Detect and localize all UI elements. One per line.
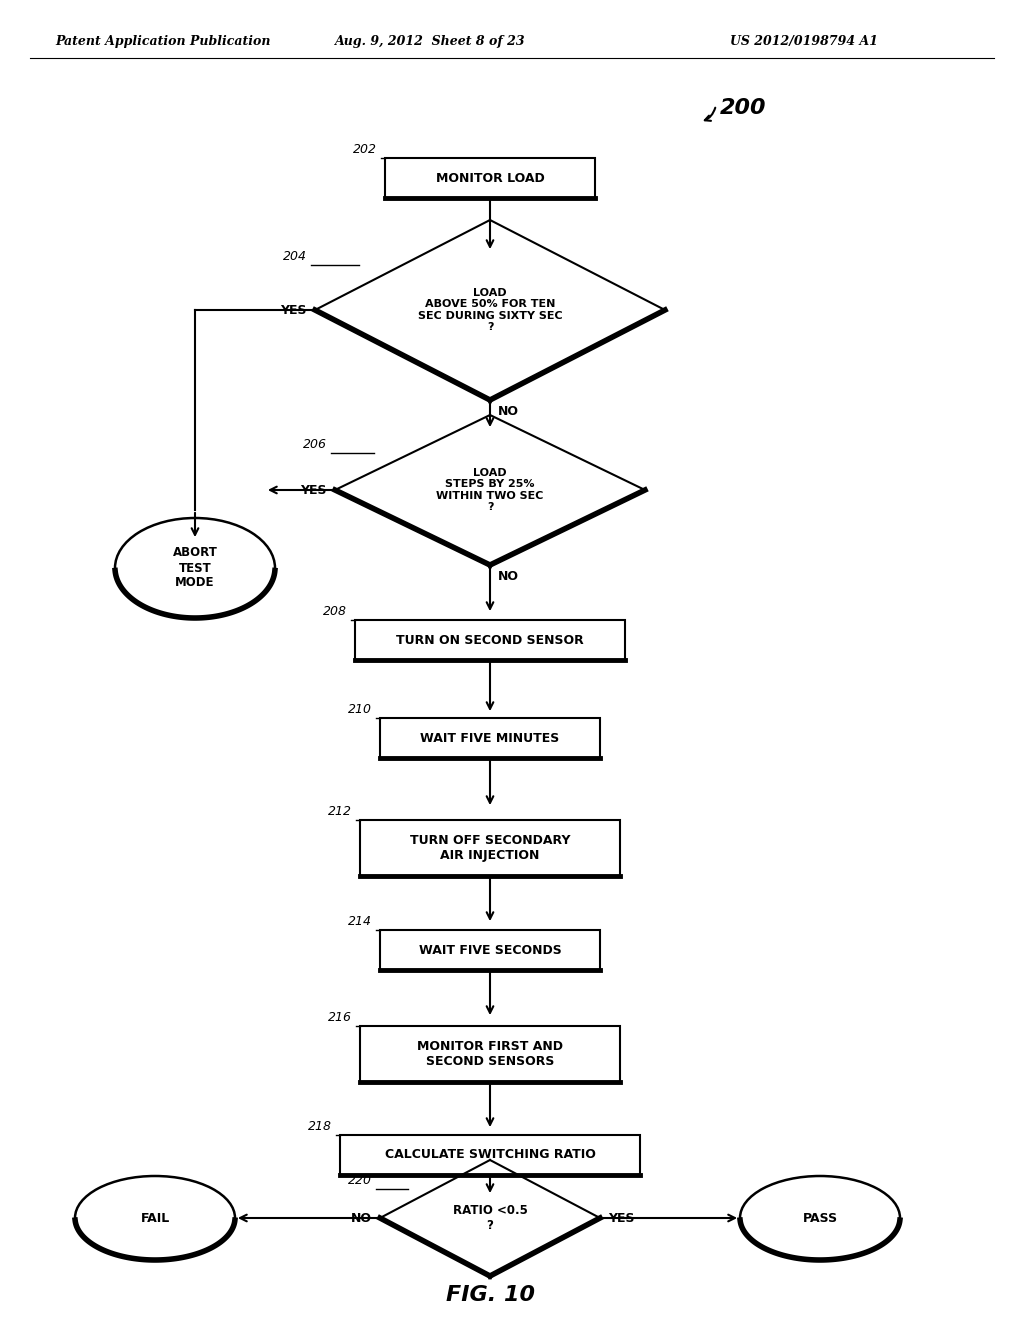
Text: Patent Application Publication: Patent Application Publication xyxy=(55,36,270,49)
Text: ABORT
TEST
MODE: ABORT TEST MODE xyxy=(173,546,217,590)
Text: 204: 204 xyxy=(283,249,307,263)
Text: 208: 208 xyxy=(323,605,347,618)
Bar xyxy=(380,931,600,970)
Bar xyxy=(380,718,600,758)
Text: NO: NO xyxy=(498,570,519,583)
Text: 214: 214 xyxy=(348,915,372,928)
Bar xyxy=(360,820,620,876)
Text: LOAD
STEPS BY 25%
WITHIN TWO SEC
?: LOAD STEPS BY 25% WITHIN TWO SEC ? xyxy=(436,467,544,512)
Text: 216: 216 xyxy=(328,1011,352,1024)
Text: FAIL: FAIL xyxy=(140,1212,170,1225)
Text: 206: 206 xyxy=(303,437,327,450)
Text: 202: 202 xyxy=(353,143,377,156)
Text: 212: 212 xyxy=(328,805,352,818)
Text: Aug. 9, 2012  Sheet 8 of 23: Aug. 9, 2012 Sheet 8 of 23 xyxy=(335,36,525,49)
Text: MONITOR LOAD: MONITOR LOAD xyxy=(435,172,545,185)
Text: 210: 210 xyxy=(348,704,372,715)
Text: TURN OFF SECONDARY
AIR INJECTION: TURN OFF SECONDARY AIR INJECTION xyxy=(410,834,570,862)
Bar xyxy=(340,1135,640,1175)
Text: LOAD
ABOVE 50% FOR TEN
SEC DURING SIXTY SEC
?: LOAD ABOVE 50% FOR TEN SEC DURING SIXTY … xyxy=(418,288,562,333)
Text: CALCULATE SWITCHING RATIO: CALCULATE SWITCHING RATIO xyxy=(385,1148,595,1162)
Text: NO: NO xyxy=(498,405,519,418)
Bar xyxy=(360,1026,620,1082)
Text: WAIT FIVE MINUTES: WAIT FIVE MINUTES xyxy=(421,731,560,744)
Text: YES: YES xyxy=(608,1212,635,1225)
Text: NO: NO xyxy=(351,1212,372,1225)
Text: US 2012/0198794 A1: US 2012/0198794 A1 xyxy=(730,36,878,49)
Text: 220: 220 xyxy=(348,1173,372,1187)
Text: YES: YES xyxy=(281,304,307,317)
Text: TURN ON SECOND SENSOR: TURN ON SECOND SENSOR xyxy=(396,634,584,647)
Text: 218: 218 xyxy=(308,1119,332,1133)
Bar xyxy=(355,620,625,660)
Text: FIG. 10: FIG. 10 xyxy=(445,1284,535,1305)
Text: MONITOR FIRST AND
SECOND SENSORS: MONITOR FIRST AND SECOND SENSORS xyxy=(417,1040,563,1068)
Text: RATIO <0.5
?: RATIO <0.5 ? xyxy=(453,1204,527,1232)
Text: PASS: PASS xyxy=(803,1212,838,1225)
Text: YES: YES xyxy=(300,483,327,496)
Bar xyxy=(385,158,595,198)
Text: 200: 200 xyxy=(720,98,767,117)
Text: WAIT FIVE SECONDS: WAIT FIVE SECONDS xyxy=(419,944,561,957)
